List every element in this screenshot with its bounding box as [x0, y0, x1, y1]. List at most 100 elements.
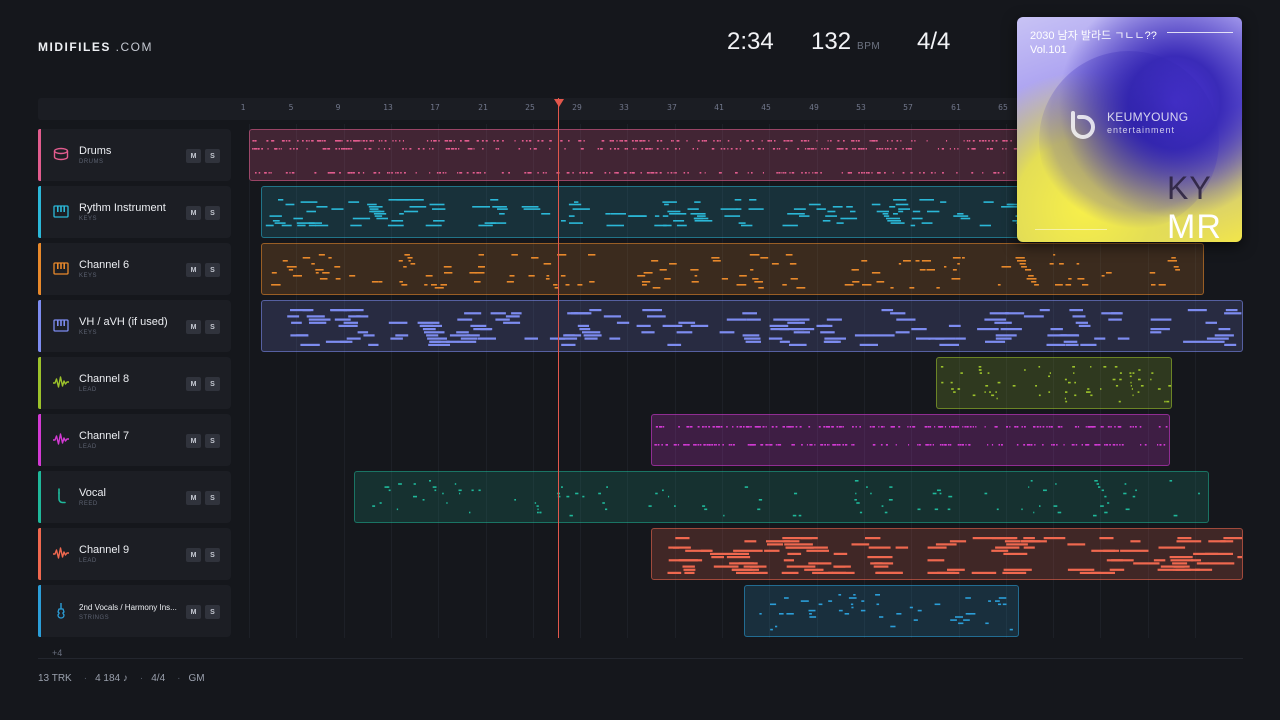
solo-button[interactable]: S: [205, 434, 220, 448]
midi-note: [983, 201, 994, 203]
mute-button[interactable]: M: [186, 206, 201, 220]
track-channel-7[interactable]: Channel 7 LEAD M S: [38, 414, 231, 466]
mute-button[interactable]: M: [186, 434, 201, 448]
track-channel-8[interactable]: Channel 8 LEAD M S: [38, 357, 231, 409]
midi-note: [1071, 444, 1074, 446]
mute-button[interactable]: M: [186, 377, 201, 391]
midi-note: [466, 334, 480, 337]
midi-note: [816, 172, 818, 174]
midi-note: [1002, 571, 1027, 574]
clip-rythm-instrument[interactable]: [261, 186, 1051, 238]
solo-button[interactable]: S: [205, 548, 220, 562]
midi-note: [723, 514, 725, 517]
midi-note: [252, 140, 255, 142]
midi-note: [675, 537, 690, 540]
track-vh-avh[interactable]: VH / aVH (if used) KEYS M S: [38, 300, 231, 352]
midi-note: [909, 426, 912, 428]
midi-note: [791, 444, 794, 446]
midi-note: [789, 172, 791, 174]
mute-button[interactable]: M: [186, 149, 201, 163]
midi-note: [826, 318, 842, 321]
midi-note: [685, 549, 713, 552]
track-name: Vocal: [79, 487, 106, 499]
midi-note: [554, 287, 559, 289]
midi-note: [503, 321, 521, 324]
midi-note: [937, 426, 939, 428]
mute-button[interactable]: M: [186, 491, 201, 505]
track-2nd-vocals[interactable]: 2nd Vocals / Harmony Ins... STRINGS M S: [38, 585, 231, 637]
track-vocal[interactable]: Vocal REED M S: [38, 471, 231, 523]
playhead[interactable]: [558, 98, 559, 638]
clip-channel-8[interactable]: [936, 357, 1172, 409]
midi-note: [542, 172, 545, 174]
solo-button[interactable]: S: [205, 377, 220, 391]
midi-note: [454, 148, 457, 150]
midi-note: [984, 318, 1007, 321]
midi-note: [257, 148, 259, 150]
midi-note: [965, 613, 971, 615]
solo-button[interactable]: S: [205, 605, 220, 619]
solo-button[interactable]: S: [205, 149, 220, 163]
clip-channel-9[interactable]: [651, 528, 1243, 580]
solo-button[interactable]: S: [205, 263, 220, 277]
midi-note: [455, 148, 457, 150]
midi-note: [1116, 444, 1118, 446]
midi-note: [561, 220, 566, 222]
midi-note: [777, 444, 780, 446]
mute-button[interactable]: M: [186, 263, 201, 277]
midi-note: [656, 172, 658, 174]
clip-channel-7[interactable]: [651, 414, 1170, 466]
midi-note: [280, 148, 282, 150]
midi-note: [601, 140, 604, 142]
track-channel-9[interactable]: Channel 9 LEAD M S: [38, 528, 231, 580]
clip-drums[interactable]: [249, 129, 1049, 181]
midi-note: [968, 613, 976, 615]
solo-button[interactable]: S: [205, 206, 220, 220]
midi-note: [769, 324, 789, 327]
mute-button[interactable]: M: [186, 548, 201, 562]
clip-channel-6[interactable]: [261, 243, 1204, 295]
clip-vh-avh[interactable]: [261, 300, 1243, 352]
midi-note: [939, 426, 941, 428]
track-rythm-instrument[interactable]: Rythm Instrument KEYS M S: [38, 186, 231, 238]
track-channel-6[interactable]: Channel 6 KEYS M S: [38, 243, 231, 295]
midi-note: [742, 334, 760, 337]
playhead-handle[interactable]: [554, 99, 564, 107]
midi-note: [363, 140, 365, 142]
midi-note: [852, 140, 854, 142]
timeline-ruler[interactable]: 1 5 9 13 17 21 25 29 33 37 41 45 49 53 5…: [38, 98, 1243, 120]
clip-vocal[interactable]: [354, 471, 1209, 523]
midi-note: [281, 140, 284, 142]
solo-button[interactable]: S: [205, 320, 220, 334]
midi-note: [655, 492, 658, 495]
cover-ky-text: KY: [1167, 170, 1212, 206]
midi-note: [1055, 483, 1057, 485]
midi-note: [497, 148, 499, 150]
midi-note: [946, 140, 948, 142]
more-tracks-indicator[interactable]: +4: [52, 648, 63, 658]
midi-note: [285, 203, 295, 206]
midi-note: [285, 140, 288, 142]
midi-note: [853, 594, 856, 596]
mute-button[interactable]: M: [186, 320, 201, 334]
midi-note: [789, 140, 791, 142]
track-drums[interactable]: Drums DRUMS M S: [38, 129, 231, 181]
solo-button[interactable]: S: [205, 491, 220, 505]
midi-note: [1130, 385, 1132, 387]
midi-note: [624, 148, 626, 150]
midi-note: [911, 172, 913, 174]
midi-note: [300, 343, 320, 346]
midi-note: [867, 556, 893, 559]
midi-note: [1106, 272, 1112, 274]
mute-button[interactable]: M: [186, 605, 201, 619]
midi-note: [425, 275, 433, 277]
midi-note: [1104, 495, 1107, 498]
midi-note: [534, 502, 537, 504]
midi-note: [1077, 278, 1085, 280]
brand-logo[interactable]: MIDIFILES .COM: [38, 40, 153, 54]
midi-note: [1140, 385, 1144, 387]
midi-note: [387, 224, 404, 227]
midi-note: [300, 201, 318, 203]
clip-2nd-vocals[interactable]: [744, 585, 1019, 637]
midi-note: [660, 140, 663, 142]
